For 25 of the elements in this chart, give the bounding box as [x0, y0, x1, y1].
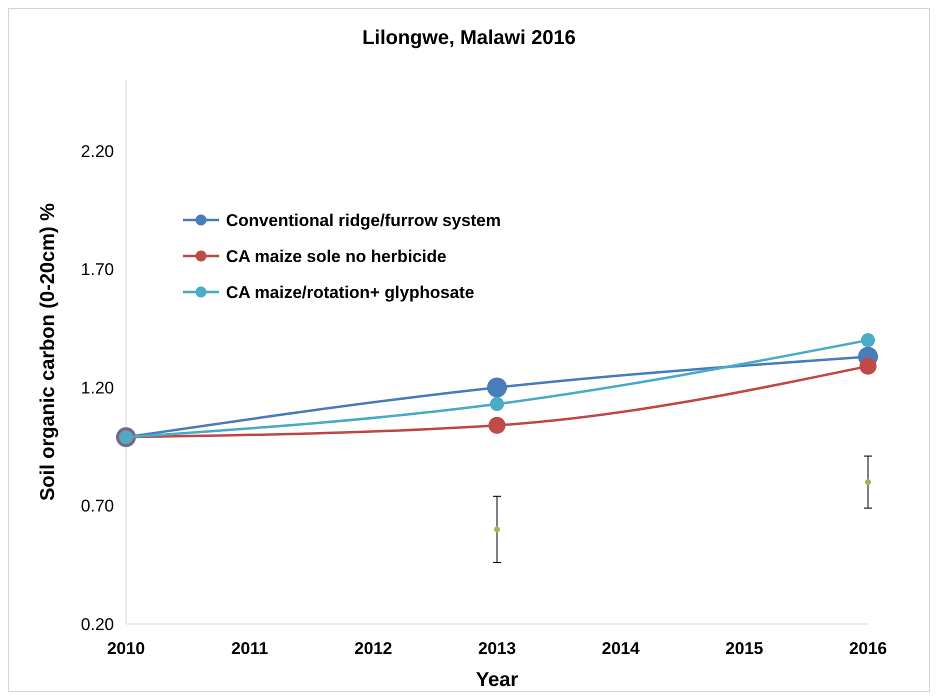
y-tick-label: 0.70 — [80, 496, 114, 516]
point — [487, 377, 507, 398]
point — [494, 526, 500, 532]
x-tick-label: 2012 — [354, 639, 392, 658]
legend-label: Conventional ridge/furrow system — [226, 211, 501, 230]
x-tick-label: 2011 — [231, 639, 268, 658]
point — [865, 479, 871, 486]
y-axis-title: Soil organic carbon (0-20cm) % — [37, 202, 59, 501]
x-tick-label: 2015 — [725, 639, 764, 658]
legend-label: CA maize sole no herbicide — [226, 247, 446, 266]
x-tick-label: 2014 — [602, 639, 640, 658]
legend-label: CA maize/rotation+ glyphosate — [226, 283, 474, 302]
y-tick-label: 1.70 — [80, 260, 114, 280]
x-tick-label: 2010 — [107, 639, 145, 658]
point — [490, 397, 504, 412]
y-tick-label: 0.20 — [80, 615, 114, 634]
y-tick-label: 1.20 — [80, 378, 114, 398]
point — [860, 358, 876, 375]
y-tick-label: 2.20 — [80, 142, 114, 161]
x-tick-label: 2016 — [849, 639, 887, 658]
x-axis-title: Year — [476, 669, 518, 691]
x-tick-label: 2013 — [478, 639, 516, 658]
point — [861, 333, 875, 348]
chart-title: Lilongwe, Malawi 2016 — [362, 27, 576, 49]
point — [488, 416, 506, 434]
